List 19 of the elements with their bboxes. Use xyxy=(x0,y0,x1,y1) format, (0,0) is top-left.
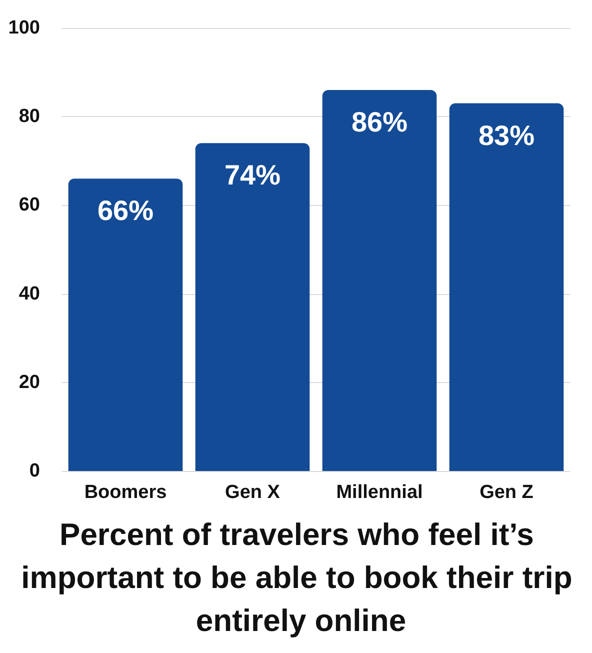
data-label: 83% xyxy=(478,120,535,151)
y-tick-label: 100 xyxy=(8,18,40,38)
x-tick-label: Gen Z xyxy=(480,482,534,503)
bar xyxy=(449,103,564,471)
data-label: 74% xyxy=(224,160,281,191)
y-tick-label: 40 xyxy=(18,283,40,304)
y-tick-label: 0 xyxy=(29,460,40,482)
data-label: 66% xyxy=(97,195,154,226)
x-tick-label: Gen X xyxy=(225,482,280,503)
y-tick-label: 20 xyxy=(18,372,40,393)
data-label: 86% xyxy=(351,106,408,138)
bar xyxy=(322,90,437,471)
y-tick-label: 80 xyxy=(18,106,40,128)
text: Percent of travelers who feel it’s important to be able to book their trip entirely online xyxy=(21,517,581,638)
x-tick-label: Millennial xyxy=(336,482,423,503)
bar xyxy=(68,178,183,471)
x-tick-label: Boomers xyxy=(84,482,167,503)
bar xyxy=(195,143,310,471)
y-tick-label: 60 xyxy=(18,194,40,216)
